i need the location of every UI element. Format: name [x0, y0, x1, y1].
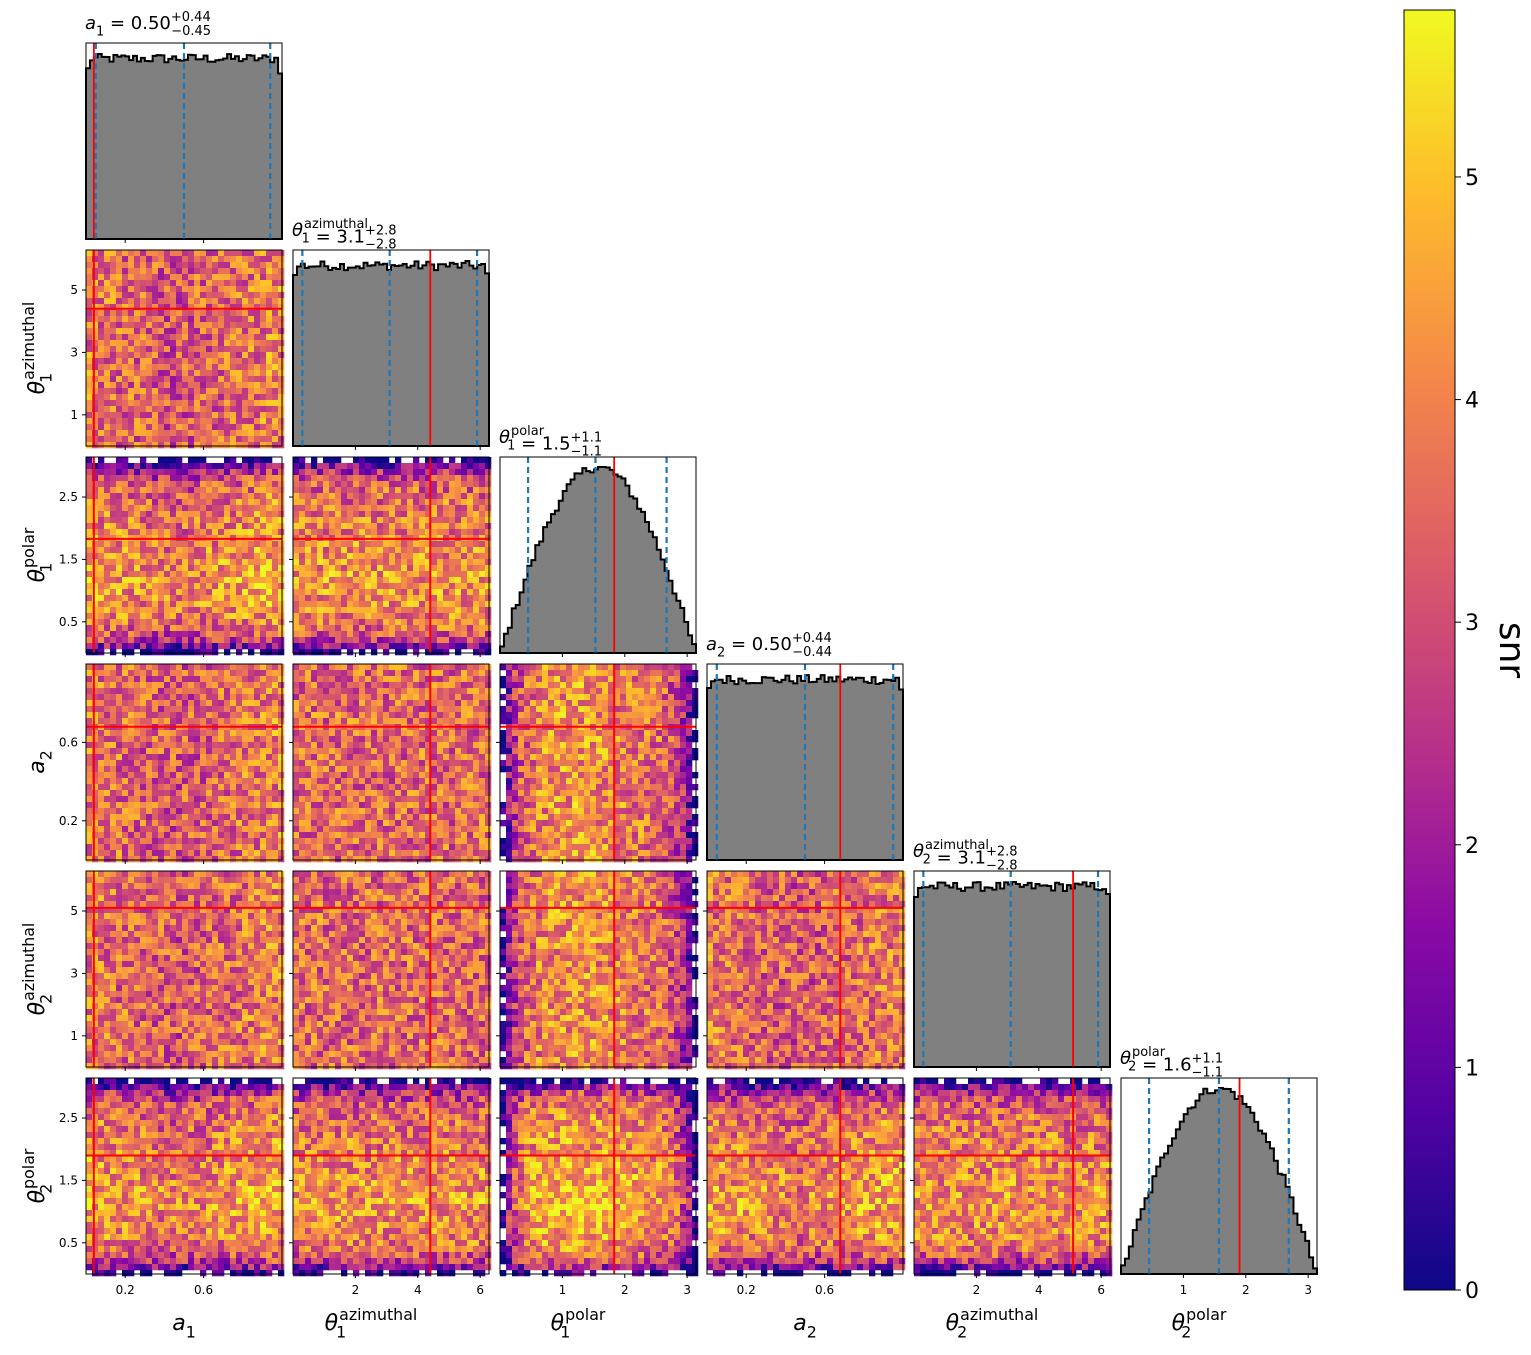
- x-tick-label-th1pol: 2: [621, 1283, 629, 1297]
- hist-title-minus-a2: −0.44: [792, 645, 832, 660]
- x-tick-label-a1: 0.2: [116, 1283, 135, 1297]
- x-tick-label-a2: 0.2: [737, 1283, 756, 1297]
- y-tick-label-th1pol: 2.5: [59, 490, 78, 504]
- hist-title-a2: a2 = 0.50+0.44−0.44: [706, 631, 832, 660]
- hist-title-minus-th2pol: −1.1: [1192, 1065, 1224, 1080]
- scatter-panel-a1-th1az: [86, 250, 284, 448]
- scatter-panel-th1az-a2: [293, 664, 491, 862]
- scatter-panel-a1-a2: [86, 664, 284, 862]
- y-tick-label-th2az: 3: [70, 966, 78, 980]
- y-tick-label-a2: 0.6: [59, 735, 78, 749]
- hist-title-plus-th2pol: +1.1: [1192, 1051, 1224, 1066]
- histogram-bars-th2az: [914, 882, 1110, 1067]
- colorbar-tick-label: 5: [1465, 166, 1479, 191]
- hist-title-a1: a1 = 0.50+0.44−0.45: [85, 10, 211, 39]
- scatter-panel-a1-th2pol: [86, 1078, 284, 1276]
- hist-title-plus-th1az: +2.8: [365, 223, 397, 238]
- x-tick-label-th1az: 2: [352, 1283, 360, 1297]
- scatter-panel-th1pol-a2: [500, 664, 698, 862]
- hist-title-minus-th1pol: −1.1: [571, 444, 603, 459]
- scatter-panel-th2az-th2pol: [914, 1078, 1112, 1276]
- x-tick-label-th1az: 6: [476, 1283, 484, 1297]
- y-tick-label-a2: 0.2: [59, 814, 78, 828]
- scatter-panel-a1-th2az: [86, 871, 284, 1069]
- hist-title-minus-a1: −0.45: [171, 24, 211, 39]
- hist-title-minus-th1az: −2.8: [365, 237, 397, 252]
- y-tick-label-th2az: 5: [70, 904, 78, 918]
- y-tick-label-th1az: 5: [70, 283, 78, 297]
- y-tick-label-th2az: 1: [70, 1029, 78, 1043]
- hist-title-minus-th2az: −2.8: [986, 858, 1018, 873]
- x-axis-label-a2: a2: [793, 1311, 817, 1342]
- y-tick-label-th1pol: 1.5: [59, 552, 78, 566]
- x-tick-label-th1pol: 1: [559, 1283, 567, 1297]
- x-tick-label-th2az: 4: [1035, 1283, 1043, 1297]
- y-tick-label-th2pol: 2.5: [59, 1111, 78, 1125]
- colorbar-tick-label: 2: [1465, 834, 1479, 859]
- hist-title-plus-th1pol: +1.1: [571, 430, 603, 445]
- histogram-bars-th1az: [293, 261, 489, 446]
- scatter-panel-th1pol-th2az: [500, 871, 698, 1069]
- y-tick-label-th2pol: 1.5: [59, 1173, 78, 1187]
- scatter-panel-a2-th2az: [707, 871, 905, 1069]
- x-tick-label-th2az: 2: [973, 1283, 981, 1297]
- scatter-panel-a2-th2pol: [707, 1078, 905, 1276]
- histogram-a1: a1 = 0.50+0.44−0.45: [85, 10, 282, 239]
- colorbar-tick-label: 3: [1465, 611, 1479, 636]
- colorbar-tick-label: 4: [1465, 389, 1479, 414]
- x-tick-label-th2pol: 1: [1180, 1283, 1188, 1297]
- y-tick-label-th1az: 3: [70, 345, 78, 359]
- scatter-panel-th1az-th2pol: [293, 1078, 491, 1276]
- scatter-panel-th1az-th1pol: [293, 457, 491, 655]
- y-tick-label-th1az: 1: [70, 408, 78, 422]
- x-tick-label-a1: 0.6: [194, 1283, 213, 1297]
- x-tick-label-a2: 0.6: [815, 1283, 834, 1297]
- hist-title-plus-th2az: +2.8: [986, 844, 1018, 859]
- scatter-panel-th1pol-th2pol: [500, 1078, 698, 1276]
- hist-title-plus-a1: +0.44: [171, 10, 211, 25]
- x-tick-label-th2pol: 3: [1304, 1283, 1312, 1297]
- histogram-a2: a2 = 0.50+0.44−0.44: [706, 631, 903, 860]
- colorbar-tick-label: 0: [1465, 1279, 1479, 1304]
- x-tick-label-th1pol: 3: [683, 1283, 691, 1297]
- y-axis-label-th2pol: θpolar2: [19, 1148, 56, 1203]
- colorbar: 0 1 2 3 4 5 snr: [1404, 10, 1531, 1304]
- y-axis-label-th2az: θazimuthal2: [19, 923, 56, 1016]
- colorbar-tick-label: 1: [1465, 1056, 1479, 1081]
- x-tick-label-th1az: 4: [414, 1283, 422, 1297]
- colorbar-gradient: [1404, 10, 1455, 1290]
- scatter-panel-th1az-th2az: [293, 871, 491, 1069]
- colorbar-label: snr: [1491, 622, 1531, 679]
- scatter-panel-a1-th1pol: [86, 457, 284, 655]
- y-axis-label-th1pol: θpolar1: [19, 527, 56, 582]
- x-tick-label-th2az: 6: [1097, 1283, 1105, 1297]
- y-axis-label-a2: a2: [25, 750, 56, 774]
- hist-title-plus-a2: +0.44: [792, 631, 832, 646]
- y-tick-label-th1pol: 0.5: [59, 615, 78, 629]
- y-axis-label-th1az: θazimuthal1: [19, 302, 56, 395]
- y-tick-label-th2pol: 0.5: [59, 1236, 78, 1250]
- x-tick-label-th2pol: 2: [1242, 1283, 1250, 1297]
- x-axis-label-a1: a1: [172, 1311, 196, 1342]
